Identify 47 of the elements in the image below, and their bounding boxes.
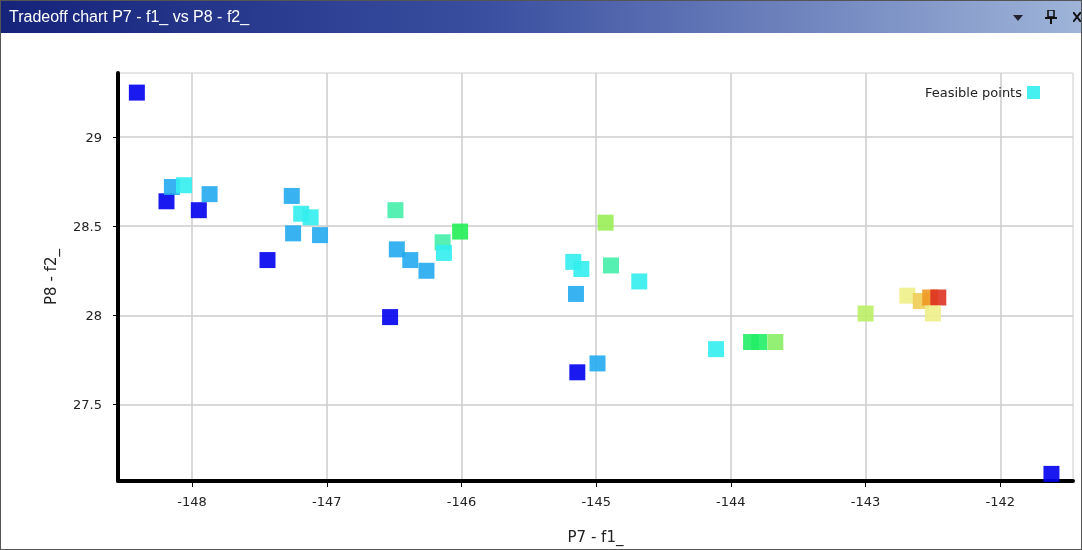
point <box>312 227 329 244</box>
y-tick-label: 28 <box>85 307 102 323</box>
point <box>176 177 192 194</box>
point <box>767 334 784 351</box>
point <box>573 260 590 277</box>
point <box>283 187 300 204</box>
point <box>382 309 399 326</box>
x-tick-label: -148 <box>177 494 207 509</box>
y-tick-label: 29 <box>85 129 102 145</box>
x-tick-label: -147 <box>312 494 342 509</box>
point <box>631 273 648 290</box>
point <box>128 84 145 101</box>
x-tick-label: -143 <box>850 494 881 509</box>
point <box>388 241 405 258</box>
point <box>589 355 606 372</box>
x-tick-label: -145 <box>581 494 611 509</box>
point <box>418 262 435 279</box>
point <box>602 257 619 274</box>
point <box>930 289 947 306</box>
y-axis-title: P8 - f2_ <box>41 248 61 305</box>
point <box>259 252 276 269</box>
point <box>201 186 218 203</box>
x-axis-title: P7 - f1_ <box>567 527 624 547</box>
point <box>708 341 725 358</box>
point <box>402 252 419 269</box>
y-tick-label: 28.5 <box>73 218 102 234</box>
point <box>567 285 584 302</box>
point <box>899 287 916 304</box>
point <box>190 202 207 219</box>
point <box>1043 465 1060 482</box>
legend-label: Feasible points <box>924 85 1023 100</box>
point <box>751 334 768 351</box>
point <box>302 209 319 226</box>
point <box>924 305 941 322</box>
point <box>857 305 874 322</box>
point <box>452 223 469 240</box>
point <box>597 214 614 231</box>
x-tick-label: -142 <box>985 494 1016 509</box>
point <box>158 193 175 210</box>
point <box>569 364 586 381</box>
point <box>285 225 302 242</box>
y-tick-label: 27.5 <box>73 396 102 412</box>
point <box>387 202 404 219</box>
chart-title: Tradeoff chart P7 - f1_ vs P8 - f2_ <box>9 8 250 26</box>
x-tick-label: -144 <box>716 494 746 509</box>
x-tick-label: -146 <box>446 494 477 509</box>
point <box>435 244 452 261</box>
